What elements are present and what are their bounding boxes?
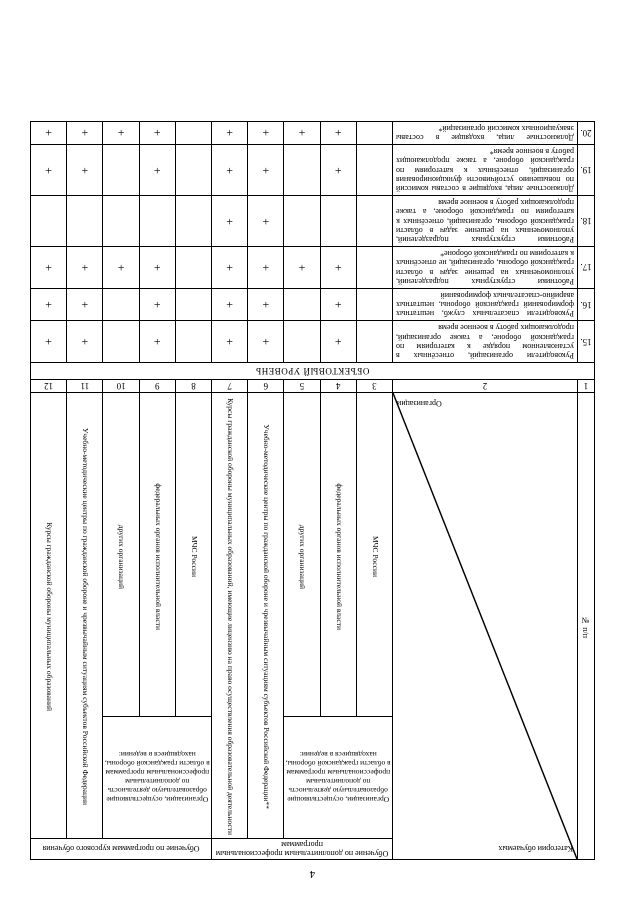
mark-cell: + (31, 321, 67, 363)
mark-cell (31, 196, 67, 247)
mark-cell (103, 145, 139, 196)
mark-cell: + (67, 321, 103, 363)
row-desc: Руководители спасательных служб, нештатн… (393, 288, 578, 321)
mark-cell: + (320, 121, 356, 144)
mark-cell (139, 196, 175, 247)
mark-cell: + (212, 288, 248, 321)
mark-cell: + (67, 121, 103, 144)
mark-cell (356, 321, 392, 363)
mark-cell (356, 196, 392, 247)
table-row: 16.Руководители спасательных служб, нешт… (31, 288, 595, 321)
diagonal-cell: Категории обучаемых Организации (393, 393, 578, 860)
sub-a: Организации, осуществляющие образователь… (284, 716, 393, 838)
row-desc: Должностные лица, входящие в составы ком… (393, 145, 578, 196)
row-num: 20. (578, 121, 595, 144)
mark-cell: + (248, 288, 284, 321)
mark-cell: + (67, 288, 103, 321)
c11: Учебно-методические центры по гражданско… (81, 426, 90, 807)
mark-cell: + (139, 121, 175, 144)
c6: Учебно-методические центры по гражданско… (262, 422, 271, 811)
mark-cell: + (320, 288, 356, 321)
mark-cell (175, 321, 211, 363)
mark-cell: + (212, 121, 248, 144)
mark-cell (103, 196, 139, 247)
c9: федеральных органов исполнительной власт… (153, 482, 162, 633)
group1: Обучение по дополнительным профессиональ… (212, 839, 393, 860)
table-row: 18.Работники структурных подразделений, … (31, 196, 595, 247)
row-num: 16. (578, 288, 595, 321)
c8: МЧС России (189, 534, 198, 579)
mark-cell: + (248, 145, 284, 196)
mark-cell: + (139, 321, 175, 363)
mark-cell: + (248, 121, 284, 144)
mark-cell: + (139, 145, 175, 196)
mark-cell (356, 121, 392, 144)
mark-cell: + (320, 145, 356, 196)
row-num: 19. (578, 145, 595, 196)
mark-cell (284, 321, 320, 363)
row-num: 15. (578, 321, 595, 363)
c7: Курсы гражданской обороны муниципальных … (225, 396, 234, 837)
mark-cell: + (212, 145, 248, 196)
mark-cell: + (31, 247, 67, 289)
mark-cell (103, 321, 139, 363)
mark-cell: + (31, 121, 67, 144)
mark-cell: + (320, 247, 356, 289)
c5: других организаций (298, 523, 307, 591)
c12: Курсы гражданской обороны муниципальных … (44, 520, 53, 713)
mark-cell (67, 196, 103, 247)
mark-cell: + (212, 247, 248, 289)
row-num: 17. (578, 247, 595, 289)
main-table: № п/п Категории обучаемых Организации Об… (30, 121, 595, 860)
mark-cell (175, 288, 211, 321)
table-row: 15.Руководители организаций, отнесённых … (31, 321, 595, 363)
mark-cell (175, 247, 211, 289)
mark-cell: + (248, 247, 284, 289)
column-numbers: 12 34567 89101112 (31, 380, 595, 393)
section-row: ОБЪЕКТОВЫЙ УРОВЕНЬ (31, 363, 595, 380)
mark-cell: + (284, 121, 320, 144)
group2: Обучение по программам курсового обучени… (31, 839, 212, 860)
mark-cell: + (67, 145, 103, 196)
table-row: 20.Должностные лица, входящие в составы … (31, 121, 595, 144)
c10: других организаций (117, 523, 126, 591)
mark-cell (103, 288, 139, 321)
row-desc: Руководители организаций, отнесённых в у… (393, 321, 578, 363)
mark-cell: + (284, 247, 320, 289)
mark-cell: + (67, 247, 103, 289)
c3: МЧС России (370, 534, 379, 579)
row-desc: Должностные лица, входящие в составы эва… (393, 121, 578, 144)
mark-cell: + (248, 196, 284, 247)
mark-cell (284, 196, 320, 247)
table-row: 19.Должностные лица, входящие в составы … (31, 145, 595, 196)
c4: федеральных органов исполнительной власт… (334, 482, 343, 633)
mark-cell: + (103, 121, 139, 144)
mark-cell: + (139, 247, 175, 289)
table-row: 17.Работники структурных подразделений, … (31, 247, 595, 289)
row-desc: Работники структурных подразделений, упо… (393, 247, 578, 289)
mark-cell (284, 288, 320, 321)
mark-cell (320, 196, 356, 247)
mark-cell: + (248, 321, 284, 363)
mark-cell: + (139, 288, 175, 321)
mark-cell: + (320, 321, 356, 363)
mark-cell (175, 196, 211, 247)
mark-cell: + (212, 196, 248, 247)
mark-cell (175, 121, 211, 144)
mark-cell: + (103, 247, 139, 289)
mark-cell: + (31, 145, 67, 196)
page-number: 4 (30, 868, 595, 880)
mark-cell: + (31, 288, 67, 321)
mark-cell (356, 288, 392, 321)
row-desc: Работники структурных подразделений, упо… (393, 196, 578, 247)
row-num: 18. (578, 196, 595, 247)
mark-cell (356, 145, 392, 196)
mark-cell (175, 145, 211, 196)
mark-cell: + (212, 321, 248, 363)
sub-b: Организации, осуществляющие образователь… (103, 716, 212, 838)
col-nn: № п/п (582, 616, 591, 638)
mark-cell (356, 247, 392, 289)
mark-cell (284, 145, 320, 196)
